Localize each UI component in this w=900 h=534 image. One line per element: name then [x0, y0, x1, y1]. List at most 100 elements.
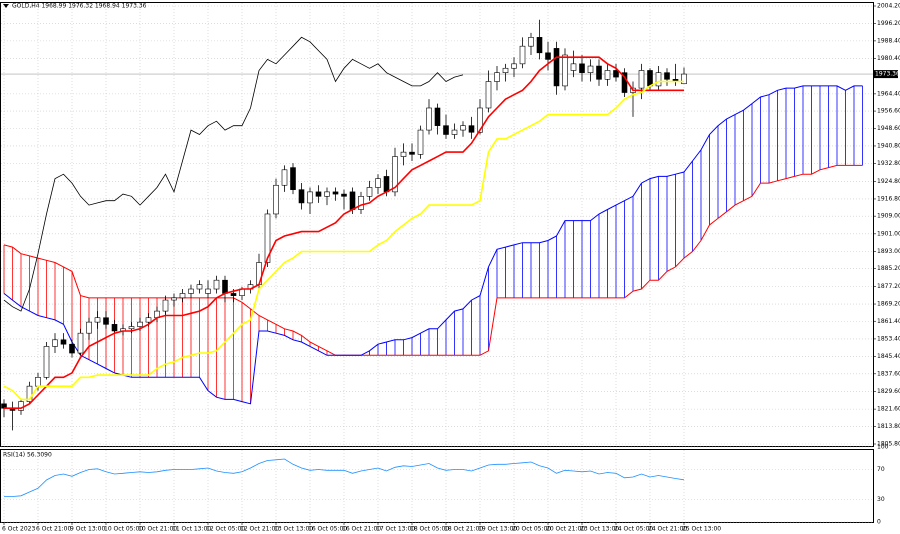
y-tick-label: 1869.20: [877, 301, 900, 308]
candle-body: [162, 299, 169, 312]
candle-body: [52, 339, 58, 347]
candle-body: [451, 129, 458, 135]
main-frame: [0, 2, 874, 447]
x-tick-label: 16 Oct 21:00: [342, 526, 381, 533]
x-tick-label: 24 Oct 05:00: [614, 526, 653, 533]
rsi-tick-label: 70: [877, 466, 885, 473]
y-tick-label: 1805.80: [877, 441, 900, 448]
candle-body: [409, 151, 415, 155]
indicator-line: [4, 56, 684, 409]
cloud-line: [3, 164, 863, 356]
x-tick-label: 23 Oct 13:00: [580, 526, 619, 533]
candle-body: [468, 125, 475, 133]
x-tick-label: 10 Oct 05:00: [104, 526, 143, 533]
x-tick-label: 17 Oct 13:00: [376, 526, 415, 533]
candle-body: [137, 321, 143, 327]
candle-body: [621, 72, 628, 93]
candle-body: [545, 52, 551, 60]
candle-body: [324, 191, 330, 197]
candle-body: [494, 72, 500, 82]
candle-body: [196, 284, 203, 290]
x-tick-label: 25 Oct 13:00: [682, 526, 721, 533]
candle-body: [485, 81, 492, 109]
candle-body: [188, 288, 194, 294]
candle-body: [596, 65, 602, 80]
candle-body: [392, 156, 398, 193]
y-tick-label: 1861.40: [877, 318, 900, 325]
candle-body: [587, 65, 594, 73]
menu-icon: [3, 4, 9, 8]
candle-body: [570, 63, 577, 71]
candle-body: [77, 332, 84, 354]
y-tick-label: 1924.80: [877, 178, 900, 185]
candle-body: [434, 107, 441, 126]
y-tick-label: 1932.80: [877, 160, 900, 167]
candle-body: [426, 107, 432, 131]
y-tick-label: 1909.00: [877, 213, 900, 220]
indicator-line: [3, 80, 684, 401]
y-tick-label: 1980.40: [877, 55, 900, 62]
rsi-tick-label: 100: [877, 444, 889, 451]
last-price-label: 1973.36: [875, 71, 900, 78]
x-tick-label: 6 Oct 2023: [2, 526, 35, 533]
candle-body: [315, 191, 322, 197]
candle-body: [281, 169, 288, 186]
candle-body: [26, 385, 33, 402]
x-tick-label: 11 Oct 13:00: [172, 526, 211, 533]
candle-body: [145, 317, 152, 323]
cloud-line: [3, 85, 863, 405]
candle-body: [417, 129, 424, 155]
candle-body: [358, 196, 364, 210]
candle-body: [111, 324, 118, 332]
candle-body: [604, 70, 611, 80]
candle-body: [128, 326, 135, 330]
last-price-box: [873, 70, 898, 79]
candle-body: [103, 317, 109, 325]
x-tick-label: 19 Oct 13:00: [478, 526, 517, 533]
candle-body: [298, 189, 305, 204]
candle-body: [528, 37, 534, 47]
x-tick-label: 18 Oct 21:00: [444, 526, 483, 533]
indicator-line: [3, 36, 464, 312]
y-tick-label: 2004.20: [877, 3, 900, 10]
candle-body: [273, 184, 279, 215]
y-tick-label: 1837.60: [877, 370, 900, 377]
x-tick-label: 18 Oct 05:00: [410, 526, 449, 533]
candle-body: [383, 176, 390, 193]
x-tick-label: 20 Oct 05:00: [512, 526, 551, 533]
x-tick-label: 24 Oct 21:00: [648, 526, 687, 533]
candle-body: [86, 321, 92, 334]
candle-body: [43, 346, 50, 378]
candle-body: [179, 293, 186, 299]
candle-body: [647, 70, 653, 87]
rsi-tick-label: 0: [877, 519, 881, 526]
candle-body: [536, 37, 543, 54]
candle-body: [18, 401, 24, 411]
candle-body: [332, 191, 339, 195]
y-tick-label: 1996.20: [877, 20, 900, 27]
x-tick-label: 9 Oct 13:00: [70, 526, 105, 533]
y-tick-label: 1893.00: [877, 248, 900, 255]
candle-body: [460, 125, 466, 131]
y-tick-label: 1956.60: [877, 108, 900, 115]
candle-body: [638, 70, 645, 89]
candle-body: [613, 70, 619, 78]
x-tick-label: 12 Oct 05:00: [206, 526, 245, 533]
candle-body: [205, 288, 211, 294]
candle-body: [511, 63, 517, 69]
candle-body: [341, 193, 347, 197]
y-tick-label: 1821.60: [877, 406, 900, 413]
x-tick-label: 10 Oct 21:00: [138, 526, 177, 533]
candle-body: [562, 54, 568, 87]
candle-body: [94, 317, 101, 323]
candle-body: [69, 343, 75, 354]
y-tick-label: 1877.20: [877, 283, 900, 290]
candle-body: [400, 151, 407, 157]
rsi-tick-label: 30: [877, 496, 885, 503]
y-tick-label: 1853.40: [877, 335, 900, 342]
y-tick-label: 1988.40: [877, 37, 900, 44]
candle-body: [443, 125, 449, 135]
y-tick-label: 1916.80: [877, 195, 900, 202]
candle-body: [366, 187, 373, 197]
candle-body: [349, 191, 356, 210]
